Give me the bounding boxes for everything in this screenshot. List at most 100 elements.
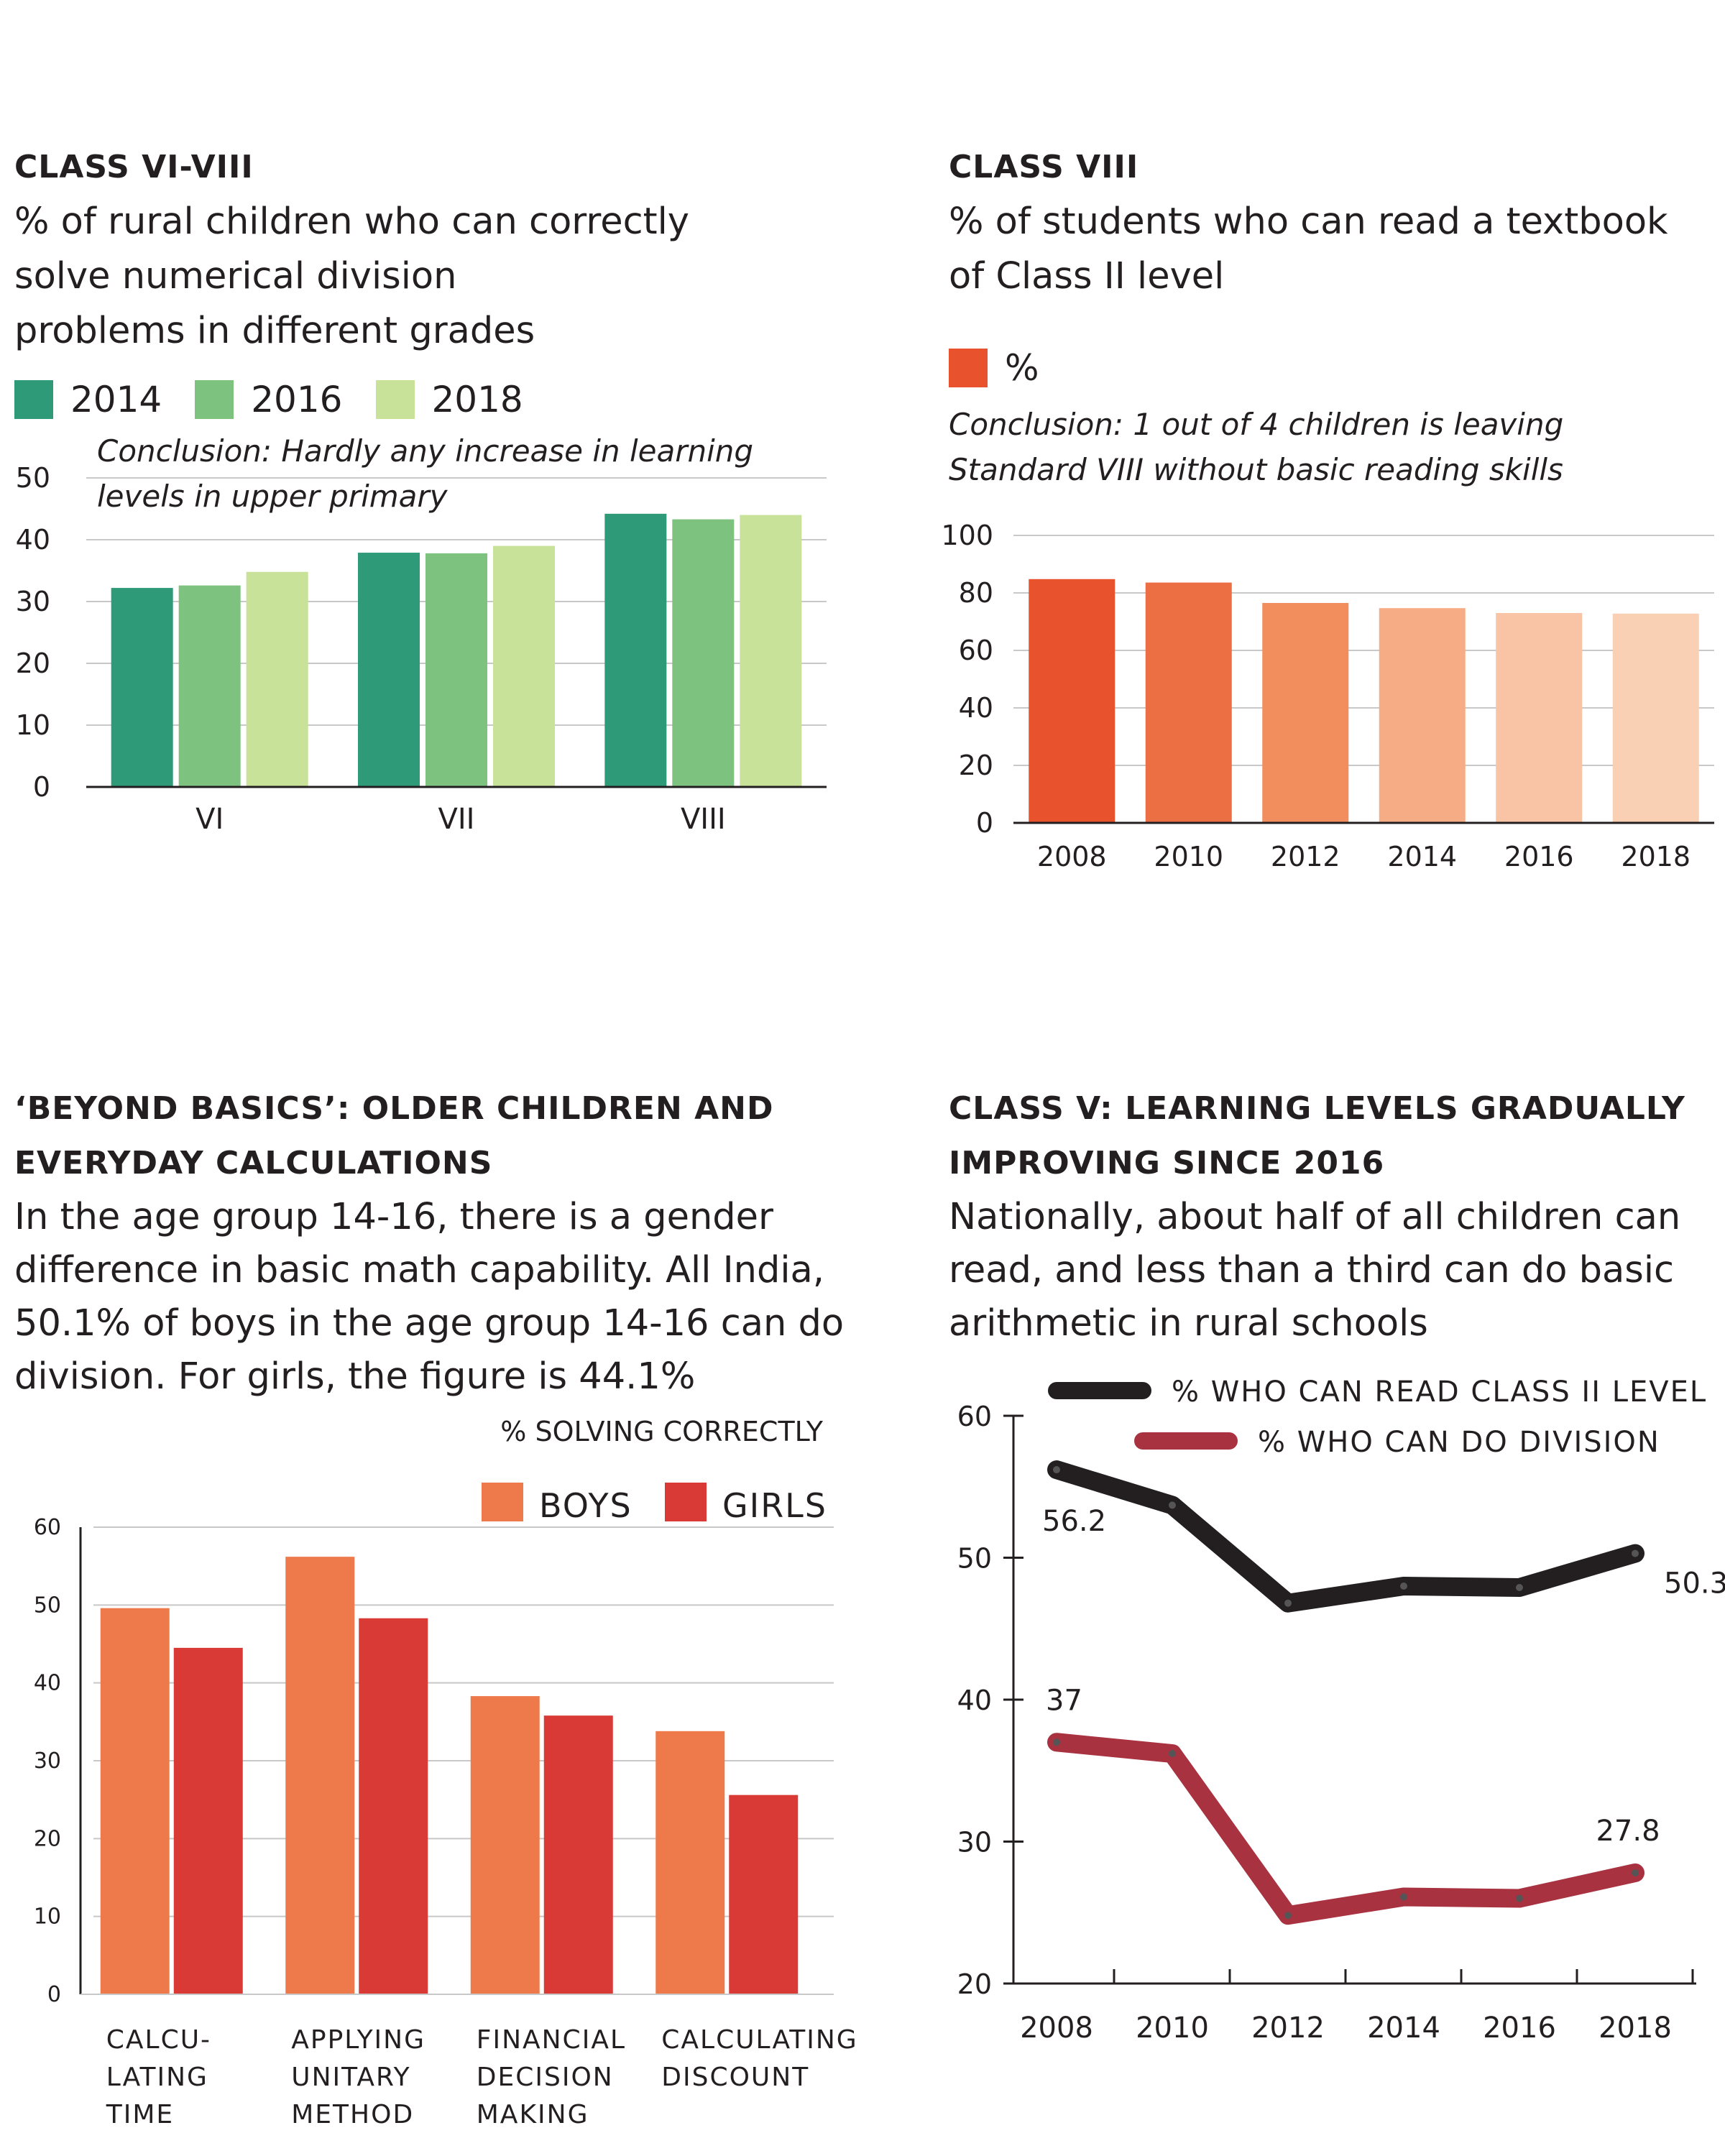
bar-2018-VII <box>493 545 555 787</box>
y-tick-label: 0 <box>47 1982 61 2007</box>
value-label-read-2008: 56.2 <box>1042 1505 1106 1538</box>
data-point <box>1632 1869 1639 1876</box>
x-tick-label-line: TIME <box>106 2100 174 2129</box>
legend-item: 2016 <box>195 379 343 420</box>
panel2-subtitle: % of students who can read a textbook of… <box>949 201 1668 298</box>
x-tick-label: 2016 <box>1483 2012 1556 2045</box>
legend-label: % WHO CAN DO DIVISION <box>1258 1426 1660 1459</box>
panel1-conclusion-line1: Conclusion: Hardly any increase in learn… <box>97 433 753 469</box>
bar-2014 <box>1379 608 1466 823</box>
bar-2016 <box>1496 613 1583 823</box>
panel2-kicker: CLASS VIII <box>949 149 1139 185</box>
data-point <box>1169 1501 1176 1509</box>
x-tick-label-line: DISCOUNT <box>661 2063 809 2092</box>
y-tick-label: 60 <box>34 1515 61 1540</box>
data-point <box>1632 1549 1639 1557</box>
x-tick-label: 2010 <box>1136 2012 1209 2045</box>
class-viii-panel: CLASS VIII % of students who can read a … <box>941 140 1725 1053</box>
legend-swatch-girls <box>665 1483 707 1521</box>
y-tick-label: 30 <box>34 1749 61 1774</box>
bar-2018 <box>1612 613 1699 823</box>
x-tick-label: 2010 <box>1154 841 1223 872</box>
y-tick-label: 60 <box>959 635 993 666</box>
series-line-0 <box>1047 1460 1644 1613</box>
x-tick-label-line: DECISION <box>477 2063 614 2092</box>
x-tick-label: VI <box>196 803 224 836</box>
panel1-kicker: CLASS VI-VIII <box>14 149 254 185</box>
x-tick-label-line: UNITARY <box>291 2063 410 2092</box>
bar-2016-VIII <box>672 519 735 787</box>
bar-2014-VI <box>111 588 173 787</box>
division-by-grade-chart: 0 10 20 30 40 50 Conclusion: Hardly any increa… <box>16 433 827 836</box>
data-point <box>1516 1894 1523 1902</box>
bar-2012 <box>1262 603 1349 823</box>
x-tick-label: 2014 <box>1367 2012 1440 2045</box>
legend-swatch <box>14 380 53 419</box>
y-tick-label: 30 <box>957 1827 992 1858</box>
y-tick-label: 10 <box>34 1904 61 1930</box>
x-tick-label-line: MAKING <box>477 2100 589 2129</box>
bar-2016-VI <box>178 585 241 787</box>
bar-boys-0 <box>100 1608 170 1994</box>
x-tick-label-line: CALCU- <box>106 2025 211 2055</box>
bar-girls-3 <box>729 1795 799 1994</box>
data-point <box>1400 1893 1407 1901</box>
bar-2018-VI <box>246 571 308 787</box>
legend-label: 2014 <box>70 379 162 420</box>
data-point <box>1284 1912 1292 1920</box>
panel3-subtitle: In the age group 14-16, there is a gende… <box>14 1196 845 1398</box>
bar-boys-1 <box>285 1557 355 1994</box>
y-tick-label: 50 <box>957 1543 992 1575</box>
legend-label: % <box>1005 347 1039 389</box>
x-tick-label-line: CALCULATING <box>661 2025 857 2055</box>
legend-label: 2016 <box>251 379 343 420</box>
bar-2014-VIII <box>604 513 667 787</box>
x-tick-label: 2012 <box>1271 841 1340 872</box>
y-tick-label: 30 <box>16 586 50 617</box>
bar-2014-VII <box>358 553 420 787</box>
bar-girls-0 <box>173 1647 243 1994</box>
bar-boys-2 <box>470 1696 540 1994</box>
x-tick-label-line: APPLYING <box>291 2025 426 2055</box>
legend-item: 2018 <box>375 379 523 420</box>
x-tick-label: 2014 <box>1387 841 1457 872</box>
y-tick-label: 20 <box>34 1826 61 1851</box>
class-vi-viii-panel: CLASS VI-VIII % of rural children who ca… <box>14 140 848 1053</box>
x-tick-label: VIII <box>681 803 726 836</box>
panel4-kicker-line1: CLASS V: LEARNING LEVELS GRADUALLY <box>949 1090 1685 1127</box>
y-tick-label: 0 <box>976 807 993 839</box>
panel1-conclusion-line2: levels in upper primary <box>97 479 448 514</box>
data-point <box>1400 1583 1407 1590</box>
y-tick-label: 80 <box>959 577 993 609</box>
legend-swatch <box>195 380 234 419</box>
y-tick-label: 50 <box>16 462 50 494</box>
y-tick-label: 100 <box>941 520 993 551</box>
data-point <box>1053 1738 1060 1746</box>
y-tick-label: 40 <box>957 1685 992 1716</box>
value-label-read-2018: 50.3 <box>1664 1567 1725 1600</box>
y-tick-label: 20 <box>959 750 993 781</box>
bar-2010 <box>1145 582 1232 823</box>
panel4-subtitle: Nationally, about half of all children c… <box>949 1196 1681 1345</box>
legend-label: 2018 <box>431 379 523 420</box>
legend-swatch-boys <box>482 1483 523 1521</box>
bar-2018-VIII <box>740 515 802 787</box>
panel2-conclusion-line1: Conclusion: 1 out of 4 children is leavi… <box>949 407 1563 442</box>
value-label-division-2018: 27.8 <box>1596 1815 1660 1848</box>
panel3-kicker-line1: ‘BEYOND BASICS’: OLDER CHILDREN AND <box>14 1090 774 1127</box>
y-tick-label: 40 <box>16 524 50 556</box>
legend-item: % <box>949 347 1039 389</box>
x-tick-label-line: METHOD <box>291 2100 414 2129</box>
x-tick-label: FINANCIAL DECISION MAKING <box>477 2025 626 2129</box>
data-point <box>1284 1599 1292 1607</box>
x-tick-label: 2018 <box>1621 841 1690 872</box>
legend-item: 2014 <box>14 379 162 420</box>
x-tick-label: CALCU- LATING TIME <box>106 2025 211 2129</box>
legend-swatch <box>949 349 988 387</box>
y-tick-label: 20 <box>16 648 50 679</box>
panel1-subtitle: % of rural children who can correctly so… <box>14 201 689 352</box>
y-tick-label: 0 <box>33 771 50 803</box>
y-tick-label: 20 <box>957 1968 992 2000</box>
legend-label: % WHO CAN READ CLASS II LEVEL <box>1172 1376 1707 1409</box>
y-tick-label: 50 <box>34 1593 61 1618</box>
